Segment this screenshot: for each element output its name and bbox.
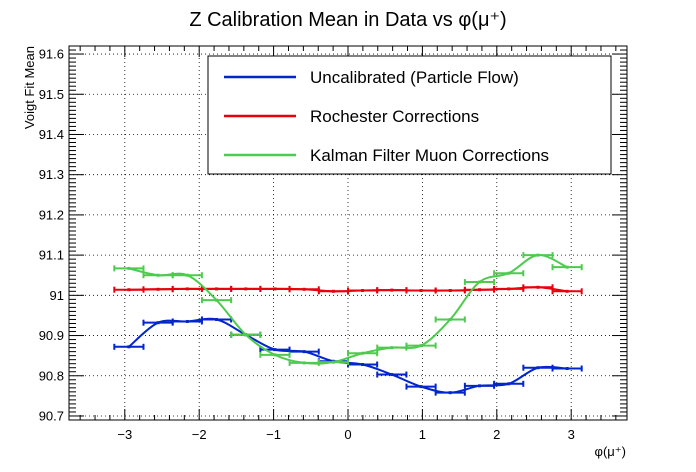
x-tick-label: 2: [493, 427, 500, 442]
data-point: [302, 287, 306, 291]
data-point: [448, 317, 452, 321]
data-point: [536, 366, 540, 370]
data-point: [390, 288, 394, 292]
x-axis-label: φ(μ⁺): [595, 444, 626, 459]
data-point: [156, 287, 160, 291]
data-point: [536, 285, 540, 289]
data-point: [361, 289, 365, 293]
series-layer: [113, 252, 583, 396]
data-point: [215, 287, 219, 291]
y-tick-label: 90.8: [39, 368, 64, 383]
data-point: [448, 289, 452, 293]
y-tick-label: 91.6: [39, 47, 64, 62]
data-point: [185, 287, 189, 291]
x-tick-label: −2: [192, 427, 207, 442]
data-point: [156, 321, 160, 325]
chart-title: Z Calibration Mean in Data vs φ(μ⁺): [189, 9, 506, 31]
y-tick-label: 91.4: [39, 127, 64, 142]
series-kalman-filter-muon-corrections: [113, 252, 583, 366]
y-tick-label: 90.9: [39, 328, 64, 343]
data-point: [244, 333, 248, 337]
data-point: [419, 289, 423, 293]
data-point: [536, 253, 540, 257]
y-tick-label: 91.5: [39, 87, 64, 102]
data-point: [419, 385, 423, 389]
data-point: [215, 298, 219, 302]
data-point: [127, 288, 131, 292]
data-point: [273, 287, 277, 291]
data-point: [215, 317, 219, 321]
data-point: [507, 287, 511, 291]
x-tick-label: 0: [344, 427, 351, 442]
data-point: [273, 348, 277, 352]
legend-label: Kalman Filter Muon Corrections: [310, 146, 549, 165]
data-point: [507, 382, 511, 386]
data-point: [477, 288, 481, 292]
y-tick-label: 90.7: [39, 408, 64, 423]
data-point: [302, 361, 306, 365]
data-point: [390, 373, 394, 377]
x-tick-label: 3: [568, 427, 575, 442]
data-point: [361, 363, 365, 367]
data-point: [331, 289, 335, 293]
y-tick-label: 91.3: [39, 167, 64, 182]
y-tick-label: 91: [50, 288, 64, 303]
data-point: [390, 346, 394, 350]
data-point: [565, 367, 569, 371]
data-point: [361, 351, 365, 355]
data-point: [477, 280, 481, 284]
data-point: [448, 391, 452, 395]
data-point: [127, 266, 131, 270]
x-tick-label: −3: [117, 427, 132, 442]
x-tick-label: 1: [419, 427, 426, 442]
legend-label: Uncalibrated (Particle Flow): [310, 68, 519, 87]
y-axis-label: Voigt Fit Mean: [22, 46, 37, 129]
data-point: [185, 319, 189, 323]
data-point: [156, 273, 160, 277]
data-point: [565, 265, 569, 269]
legend: Uncalibrated (Particle Flow) Rochester Co…: [207, 55, 612, 175]
data-point: [419, 344, 423, 348]
y-tick-label: 91.1: [39, 248, 64, 263]
data-point: [331, 360, 335, 364]
data-point: [565, 289, 569, 293]
data-point: [507, 271, 511, 275]
data-point: [273, 353, 277, 357]
x-tick-label: −1: [266, 427, 281, 442]
legend-label: Rochester Corrections: [310, 107, 479, 126]
data-point: [302, 350, 306, 354]
data-point: [185, 273, 189, 277]
data-point: [127, 345, 131, 349]
series-rochester-corrections: [113, 284, 583, 295]
data-point: [477, 384, 481, 388]
series-line: [128, 254, 568, 365]
data-point: [244, 287, 248, 291]
axis-ticks: −3 −2 −1 0 1 2 3 90.7 90.8 90.9 91 91.1 91.2 91.3 91.4…: [39, 45, 627, 442]
y-tick-label: 91.2: [39, 207, 64, 222]
